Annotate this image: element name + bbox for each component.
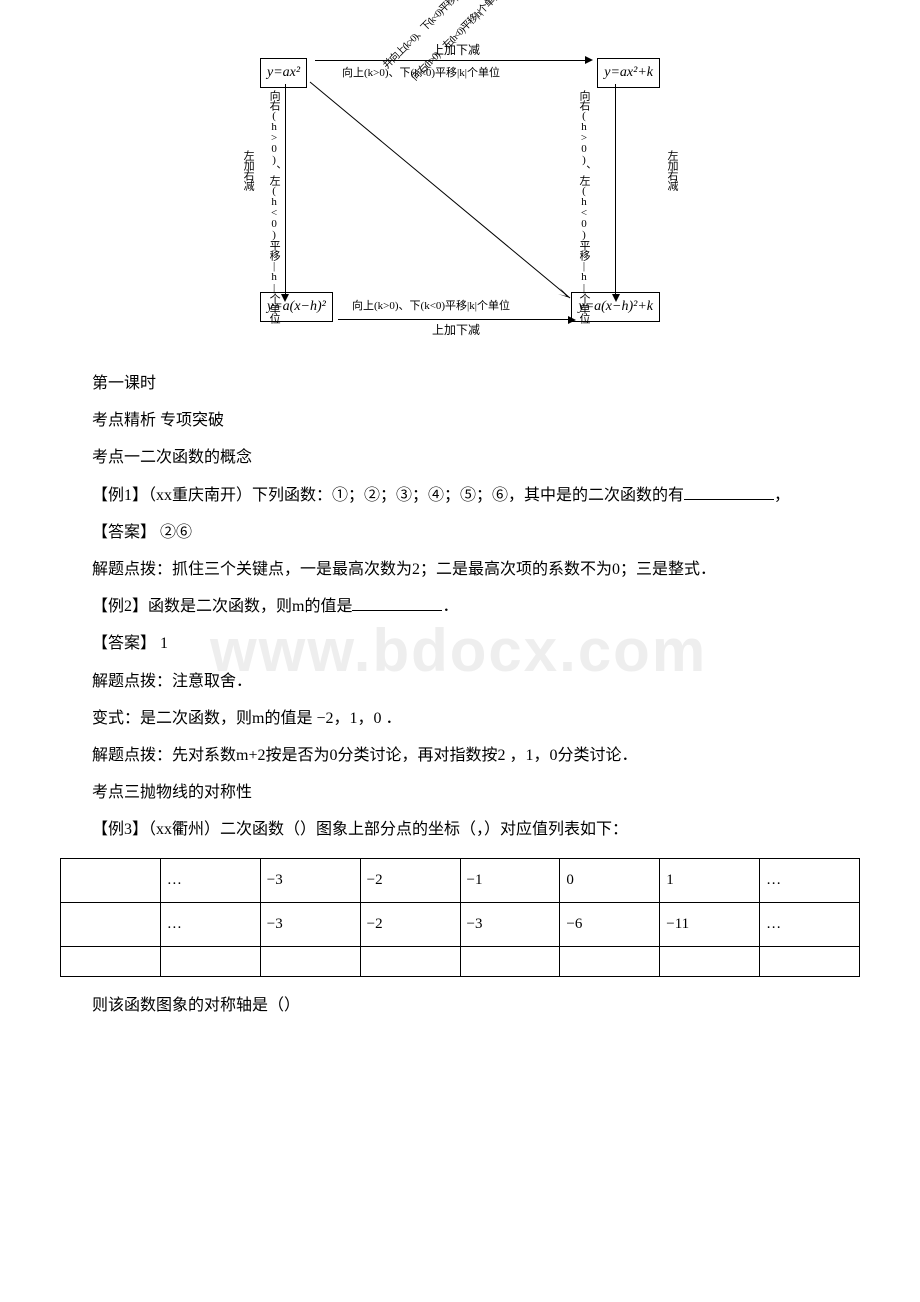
table-cell xyxy=(61,903,161,947)
arrow-top xyxy=(315,60,585,61)
table-row: … −3 −2 −1 0 1 … xyxy=(61,859,860,903)
example-1-trail: ， xyxy=(774,487,790,504)
table-cell: … xyxy=(160,859,260,903)
node-top-left: y=ax² xyxy=(260,58,307,88)
example-2: 【例2】函数是二次函数，则m的值是 ． xyxy=(60,593,860,620)
table-row: … −3 −2 −3 −6 −11 … xyxy=(61,903,860,947)
answer-2-label: 【答案】 xyxy=(92,635,156,652)
table-cell: −2 xyxy=(360,903,460,947)
subtitle: 考点精析 专项突破 xyxy=(60,407,860,434)
answer-1: 【答案】 ②⑥ xyxy=(60,519,860,546)
answer-2-value: 1 xyxy=(160,635,168,652)
blank-1 xyxy=(684,484,774,500)
table-cell xyxy=(660,947,760,977)
table-cell xyxy=(260,947,360,977)
table-cell xyxy=(460,947,560,977)
lesson-heading: 第一课时 xyxy=(60,370,860,397)
table-cell xyxy=(61,859,161,903)
kd1-title: 考点一二次函数的概念 xyxy=(60,444,860,471)
arrow-bottom xyxy=(338,319,568,320)
table-cell xyxy=(160,947,260,977)
arrow-left xyxy=(285,84,286,294)
translation-diagram: y=ax² y=ax²+k y=a(x−h)² y=a(x−h)²+k 上加下减… xyxy=(60,40,860,340)
right-outer-label: 左加右减 xyxy=(666,150,678,190)
tip-2: 解题点拨：注意取舍． xyxy=(60,668,860,695)
table-cell xyxy=(760,947,860,977)
table-cell xyxy=(360,947,460,977)
kd3-title: 考点三抛物线的对称性 xyxy=(60,779,860,806)
table-cell: 0 xyxy=(560,859,660,903)
answer-1-label: 【答案】 xyxy=(92,524,156,541)
example-2-a: 【例2】函数是二次函数，则m的值是 xyxy=(92,598,352,615)
table-cell xyxy=(61,947,161,977)
example-3: 【例3】（xx衢州）二次函数（）图象上部分点的坐标（，）对应值列表如下： xyxy=(60,816,860,843)
blank-2 xyxy=(352,595,442,611)
table-cell xyxy=(560,947,660,977)
table-cell: −6 xyxy=(560,903,660,947)
table-cell: −3 xyxy=(260,903,360,947)
left-inner-label: 向右(h>0)、左(h<0)平移|h|个单位 xyxy=(268,90,280,323)
table-cell: −3 xyxy=(260,859,360,903)
bottom-label-2: 上加下减 xyxy=(430,320,482,340)
table-cell: … xyxy=(160,903,260,947)
example-2-b: ． xyxy=(442,598,458,615)
table-cell: … xyxy=(760,859,860,903)
table-cell: −2 xyxy=(360,859,460,903)
answer-2: 【答案】 1 xyxy=(60,630,860,657)
node-top-right: y=ax²+k xyxy=(597,58,660,88)
bottom-label-1: 向上(k>0)、下(k<0)平移|k|个单位 xyxy=(350,297,512,316)
example-1: 【例1】（xx重庆南开）下列函数：①；②；③；④；⑤；⑥，其中是的二次函数的有 ， xyxy=(60,482,860,509)
tip-1: 解题点拨：抓住三个关键点，一是最高次数为2；二是最高次项的系数不为0；三是整式． xyxy=(60,556,860,583)
table-cell: 1 xyxy=(660,859,760,903)
table-cell: −1 xyxy=(460,859,560,903)
arrow-right xyxy=(615,84,616,294)
table-row xyxy=(61,947,860,977)
question-last: 则该函数图象的对称轴是（） xyxy=(60,992,860,1019)
value-table: … −3 −2 −1 0 1 … … −3 −2 −3 −6 −11 … xyxy=(60,858,860,977)
table-cell: … xyxy=(760,903,860,947)
answer-1-value: ②⑥ xyxy=(160,524,192,541)
example-1-text: 【例1】（xx重庆南开）下列函数：①；②；③；④；⑤；⑥，其中是的二次函数的有 xyxy=(92,487,684,504)
table-cell: −11 xyxy=(660,903,760,947)
table-cell: −3 xyxy=(460,903,560,947)
variation-1: 变式：是二次函数，则m的值是 −2，1，0 ． xyxy=(60,705,860,732)
tip-3: 解题点拨：先对系数m+2按是否为0分类讨论，再对指数按2 ，1，0分类讨论． xyxy=(60,742,860,769)
right-inner-label: 向右(h>0)、左(h<0)平移|h|个单位 xyxy=(578,90,590,323)
left-outer-label: 左加右减 xyxy=(242,150,254,190)
